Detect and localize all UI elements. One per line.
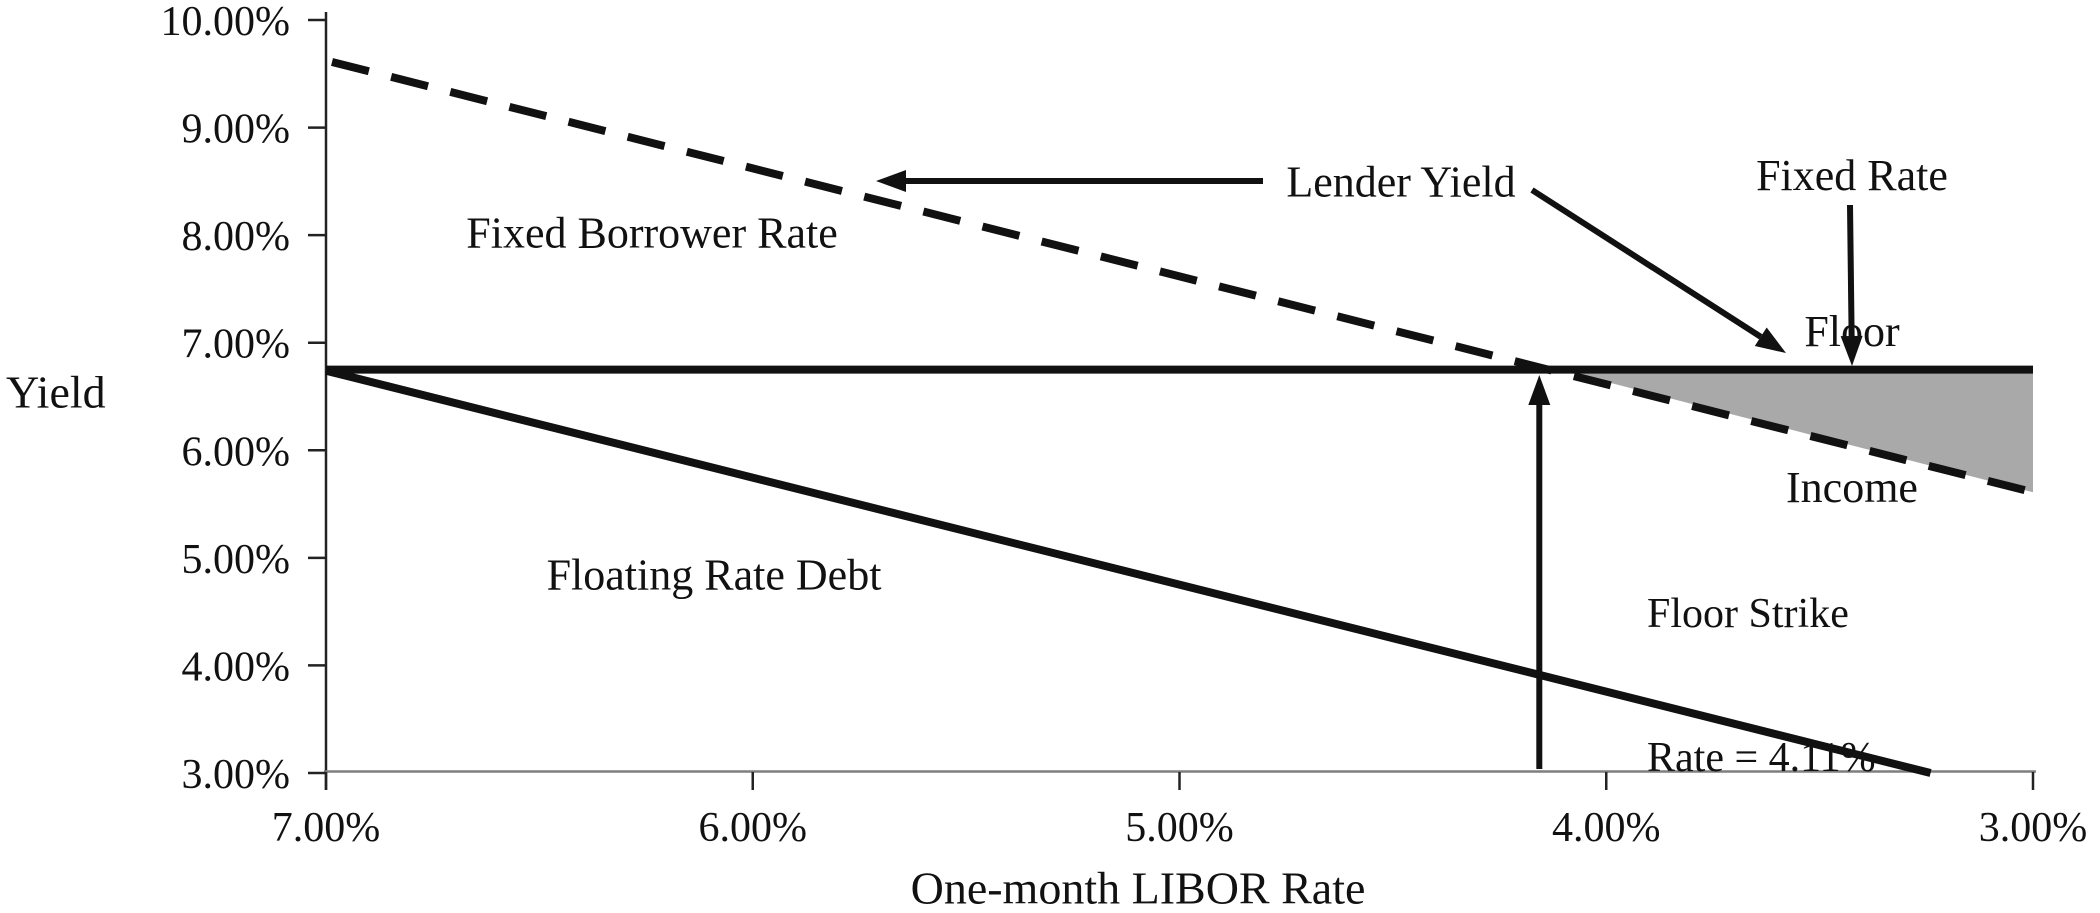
annotation-floor-strike-line1: Floor Strike xyxy=(1647,591,1849,637)
y-axis-title: Yield xyxy=(6,366,106,418)
floor-strike-arrow-head xyxy=(1528,375,1551,405)
annotation-fixed-rate-floor-income-line3: Income xyxy=(1786,463,1918,512)
y-tick-label: 7.00% xyxy=(182,322,291,368)
annotation-fixed-rate-floor-income-line1: Fixed Rate xyxy=(1756,151,1948,200)
x-axis-title: One-month LIBOR Rate xyxy=(910,862,1366,913)
annotation-lender-yield: Lender Yield xyxy=(1286,157,1516,207)
y-tick-label: 10.00% xyxy=(161,0,291,45)
annotation-floor-strike-rate: Floor Strike Rate = 4.11% xyxy=(1647,494,1876,878)
y-tick-label: 3.00% xyxy=(182,752,291,798)
x-tick-label: 5.00% xyxy=(1125,805,1234,851)
floor-income-arrow-shaft xyxy=(1847,204,1855,337)
annotation-floor-strike-line2: Rate = 4.11% xyxy=(1647,735,1876,781)
y-tick-label: 9.00% xyxy=(182,107,291,153)
y-tick-label: 8.00% xyxy=(182,214,291,260)
y-tick-label: 5.00% xyxy=(182,537,291,583)
annotation-fixed-rate-floor-income-line2: Floor xyxy=(1804,307,1900,356)
x-tick-label: 7.00% xyxy=(272,805,381,851)
lender-yield-right-arrow-head xyxy=(1754,327,1786,353)
y-tick-label: 4.00% xyxy=(182,644,291,690)
x-tick-label: 6.00% xyxy=(699,805,808,851)
series-line-floating-rate-debt xyxy=(325,366,1932,777)
lender-yield-left-arrow-head xyxy=(876,170,906,192)
x-tick-label: 3.00% xyxy=(1979,805,2088,851)
series-line-lender-yield xyxy=(331,58,2034,497)
lender-yield-right-arrow-shaft xyxy=(1530,187,1763,340)
y-tick-label: 6.00% xyxy=(182,429,291,475)
annotation-fixed-rate-floor-income: Fixed Rate Floor Income xyxy=(1756,46,1948,618)
floor-income-shaded-region xyxy=(1559,369,2033,493)
x-tick-label: 4.00% xyxy=(1552,805,1661,851)
annotation-fixed-borrower-rate: Fixed Borrower Rate xyxy=(466,208,838,258)
annotation-floating-rate-debt: Floating Rate Debt xyxy=(546,550,882,600)
floor-income-arrow-head xyxy=(1840,335,1863,366)
